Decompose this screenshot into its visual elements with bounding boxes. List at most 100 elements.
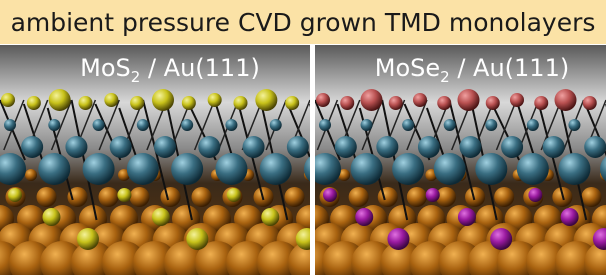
lower-atom [426,188,440,202]
metal-atom [260,153,292,185]
metal-atom [444,119,456,131]
lower-atom [8,188,22,202]
top-atom [340,96,354,110]
lower-atom [261,208,279,226]
lower-atom [323,188,337,202]
metal-atom [402,119,414,131]
metal-atom [392,153,424,185]
top-atom [534,96,548,110]
metal-atom [527,119,539,131]
metal-atom [171,153,203,185]
top-atom [413,93,427,107]
metal-atom [309,153,341,185]
label-prefix: MoS [80,54,131,82]
title: ambient pressure CVD grown TMD monolayer… [11,8,596,37]
top-atom [583,96,597,110]
top-atom [1,93,15,107]
top-atom [486,96,500,110]
gold-atom [494,187,514,207]
top-atom [555,89,577,111]
metal-atom [460,136,482,158]
gold-atom [192,187,212,207]
graphical-abstract: ambient pressure CVD grown TMD monolayer… [0,0,606,275]
lower-atom [355,208,373,226]
lower-atom [561,208,579,226]
top-atom [437,96,451,110]
label-suffix: / Au(111) [450,54,570,82]
metal-atom [225,119,237,131]
metal-atom [83,153,115,185]
metal-atom [154,136,176,158]
top-atom [27,96,41,110]
gold-atom [25,169,37,181]
gold-atom [99,187,119,207]
top-atom [182,96,196,110]
label-suffix: / Au(111) [140,54,260,82]
top-atom [285,96,299,110]
metal-atom [48,119,60,131]
top-atom [152,89,174,111]
metal-atom [243,136,265,158]
top-atom [49,89,71,111]
label-subscript: 2 [440,68,450,86]
gold-atom [285,187,305,207]
gold-atom [161,187,181,207]
gold-atom [581,187,601,207]
top-atom [234,96,248,110]
top-atom [255,89,277,111]
gold-atom [465,187,485,207]
metal-atom [361,119,373,131]
metal-atom [584,136,606,158]
lower-atom [387,228,409,250]
gold-atom [130,187,150,207]
label-subscript: 2 [131,68,141,86]
top-atom [104,93,118,107]
label-prefix: MoSe [375,54,440,82]
metal-atom [287,136,309,158]
metal-atom [127,153,159,185]
metal-atom [517,153,549,185]
top-atom [361,89,383,111]
metal-atom [376,136,398,158]
gold-atom [378,187,398,207]
metal-atom [198,136,220,158]
metal-atom [319,119,331,131]
metal-atom [351,153,383,185]
metal-atom [137,119,149,131]
metal-atom [475,153,507,185]
lower-atom [152,208,170,226]
gold-atom [349,187,369,207]
metal-atom [21,136,43,158]
lower-atom [490,228,512,250]
metal-atom [543,136,565,158]
gold-atom [407,187,427,207]
gold-atom [37,187,57,207]
metal-atom [65,136,87,158]
metal-atom [558,153,590,185]
top-atom [208,93,222,107]
lower-atom [528,188,542,202]
metal-atom [418,136,440,158]
top-atom [79,96,93,110]
metal-atom [181,119,193,131]
top-atom [510,93,524,107]
metal-atom [501,136,523,158]
lower-atom [42,208,60,226]
panel-label: MoSe2 / Au(111) [375,54,569,86]
metal-atom [215,153,247,185]
panel-label: MoS2 / Au(111) [80,54,260,86]
metal-atom [110,136,132,158]
top-atom [458,89,480,111]
metal-atom [93,119,105,131]
metal-atom [434,153,466,185]
metal-atom [270,119,282,131]
metal-atom [335,136,357,158]
top-atom [316,93,330,107]
lower-atom [117,188,131,202]
metal-atom [485,119,497,131]
lower-atom [227,188,241,202]
lower-atom [77,228,99,250]
metal-atom [38,153,70,185]
lower-atom [458,208,476,226]
top-atom [389,96,403,110]
